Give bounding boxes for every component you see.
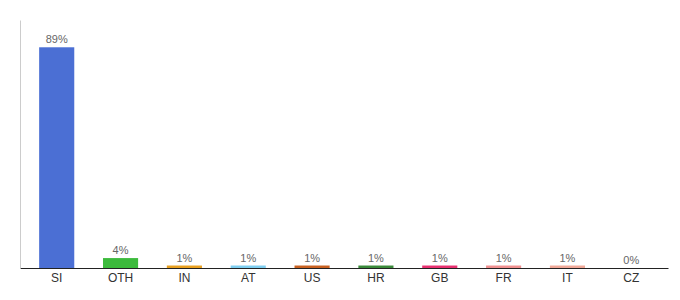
bar (550, 266, 585, 268)
bar (614, 268, 649, 269)
x-tick-label: AT (241, 271, 256, 285)
data-label: 1% (176, 252, 192, 264)
x-tick-label: IN (178, 271, 190, 285)
bar (358, 266, 393, 268)
data-label: 1% (559, 252, 575, 264)
x-tick: SI (51, 271, 62, 285)
data-labels: 89% 4% 1% 1% 1% 1% 1% 1% 1% 0% (46, 33, 640, 266)
x-tick: FR (496, 271, 512, 285)
x-tick-label: GB (431, 271, 448, 285)
bar (422, 266, 457, 268)
data-label: 1% (304, 252, 320, 264)
x-tick-label: FR (496, 271, 512, 285)
x-tick: US (304, 271, 321, 285)
x-tick: AT (241, 271, 256, 285)
data-label: 0% (623, 254, 639, 266)
bar (486, 266, 521, 268)
x-tick-label: OTH (108, 271, 133, 285)
x-axis-line (21, 268, 669, 269)
data-label: 1% (368, 252, 384, 264)
chart: 89% 4% 1% 1% 1% 1% 1% 1% 1% 0% SI OTH IN AT US HR GB FR IT… (0, 0, 680, 300)
x-tick: GB (431, 271, 448, 285)
x-tick-label: SI (51, 271, 62, 285)
data-label: 89% (46, 33, 68, 45)
x-tick: HR (367, 271, 385, 285)
x-tick-label: US (304, 271, 321, 285)
bar (39, 47, 74, 268)
data-label: 1% (240, 252, 256, 264)
y-axis (20, 21, 21, 269)
bar (167, 266, 202, 268)
x-tick: IT (562, 271, 573, 285)
bar (295, 266, 330, 268)
x-tick-label: CZ (623, 271, 639, 285)
bar (103, 258, 138, 268)
x-tick-label: HR (367, 271, 385, 285)
plot: 89% 4% 1% 1% 1% 1% 1% 1% 1% 0% SI OTH IN AT US HR GB FR IT… (21, 21, 669, 285)
bar (231, 266, 266, 268)
data-label: 4% (113, 244, 129, 256)
x-axis: SI OTH IN AT US HR GB FR IT CZ (21, 269, 669, 285)
data-label: 1% (432, 252, 448, 264)
x-tick: CZ (623, 271, 639, 285)
data-label: 1% (496, 252, 512, 264)
x-tick-label: IT (562, 271, 573, 285)
x-tick: IN (178, 271, 190, 285)
bars (39, 47, 585, 268)
y-axis-line (20, 21, 21, 269)
x-tick: OTH (108, 271, 133, 285)
